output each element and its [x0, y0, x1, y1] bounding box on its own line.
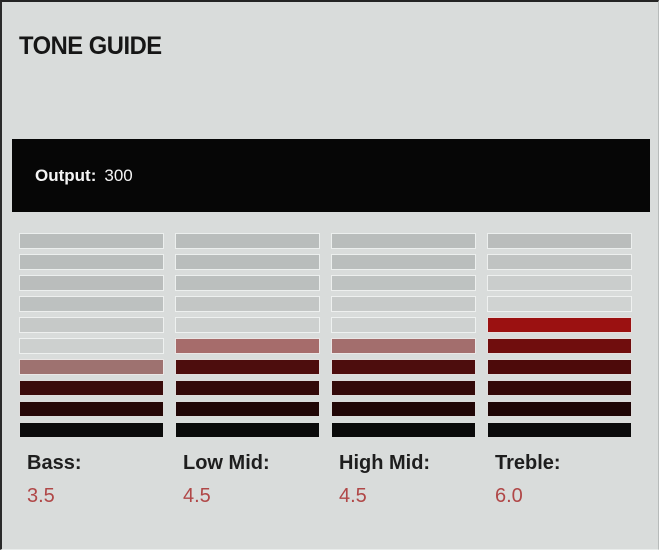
- meter-segment: [487, 422, 632, 438]
- meter-treble-value: 6.0: [495, 485, 523, 507]
- meter-segment: [19, 275, 164, 291]
- meter-segment: [19, 422, 164, 438]
- meter-low-mid: Low Mid: 4.5: [175, 233, 320, 507]
- meter-segment: [19, 401, 164, 417]
- page-title: TONE GUIDE: [19, 32, 162, 60]
- meter-low-mid-label: Low Mid:: [183, 452, 270, 474]
- meter-high-mid-label: High Mid:: [339, 452, 431, 474]
- meter-segment: [175, 401, 320, 417]
- meter-segment: [331, 254, 476, 270]
- meter-segment: [487, 254, 632, 270]
- meter-segment: [19, 359, 164, 375]
- meter-segment: [487, 380, 632, 396]
- meter-high-mid: High Mid: 4.5: [331, 233, 476, 507]
- meter-bass-label: Bass:: [27, 452, 82, 474]
- meter-segment: [19, 233, 164, 249]
- meter-segment: [175, 275, 320, 291]
- meter-high-mid-value: 4.5: [339, 485, 367, 507]
- meter-segment: [175, 296, 320, 312]
- meter-segment: [331, 380, 476, 396]
- meter-segment: [331, 338, 476, 354]
- meter-segment: [19, 380, 164, 396]
- meter-segment: [19, 317, 164, 333]
- meter-segment: [487, 317, 632, 333]
- meter-segment: [19, 338, 164, 354]
- meter-segment: [331, 317, 476, 333]
- meter-segment: [19, 254, 164, 270]
- meter-high-mid-segments: [331, 233, 476, 438]
- meter-segment: [175, 254, 320, 270]
- meter-treble: Treble: 6.0: [487, 233, 632, 507]
- meter-low-mid-value: 4.5: [183, 485, 211, 507]
- meter-segment: [331, 233, 476, 249]
- meter-segment: [175, 317, 320, 333]
- meter-segment: [487, 401, 632, 417]
- meter-segment: [175, 380, 320, 396]
- meter-segment: [175, 422, 320, 438]
- meter-segment: [331, 422, 476, 438]
- meter-bass-value: 3.5: [27, 485, 55, 507]
- output-label: Output:: [35, 165, 97, 185]
- meter-segment: [331, 275, 476, 291]
- meter-segment: [175, 233, 320, 249]
- meters-grid: Bass: 3.5 Low Mid: 4.5 High Mid: 4.5 Tre…: [19, 233, 632, 507]
- output-bar: Output: 300: [12, 139, 650, 212]
- meter-segment: [331, 401, 476, 417]
- meter-segment: [487, 359, 632, 375]
- meter-segment: [331, 359, 476, 375]
- meter-segment: [487, 338, 632, 354]
- meter-segment: [175, 359, 320, 375]
- meter-segment: [487, 296, 632, 312]
- output-value: 300: [104, 165, 133, 185]
- meter-segment: [487, 233, 632, 249]
- meter-treble-segments: [487, 233, 632, 438]
- meter-segment: [487, 275, 632, 291]
- meter-segment: [19, 296, 164, 312]
- meter-segment: [175, 338, 320, 354]
- meter-bass-segments: [19, 233, 164, 438]
- meter-treble-label: Treble:: [495, 452, 561, 474]
- meter-segment: [331, 296, 476, 312]
- meter-bass: Bass: 3.5: [19, 233, 164, 507]
- meter-low-mid-segments: [175, 233, 320, 438]
